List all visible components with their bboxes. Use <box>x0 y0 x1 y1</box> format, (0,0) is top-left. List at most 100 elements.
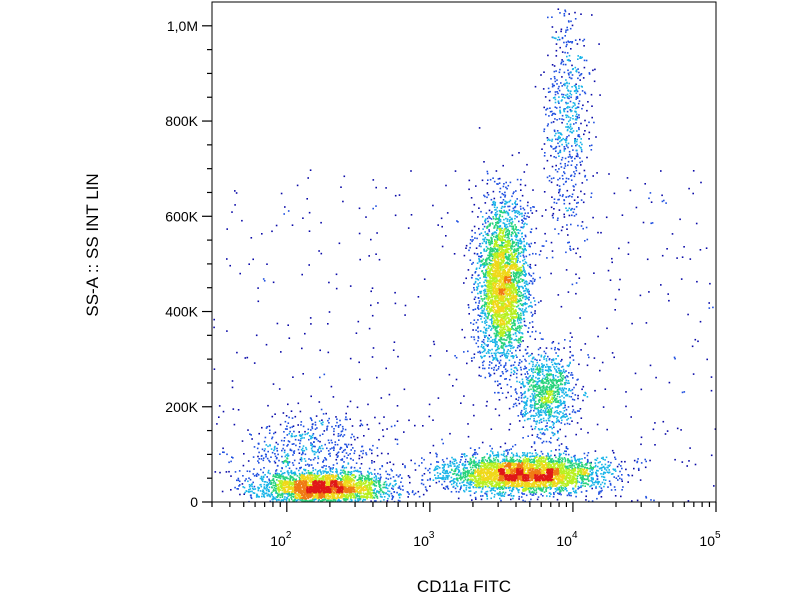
event-dot <box>581 107 583 110</box>
event-dot <box>331 471 334 473</box>
event-dot <box>455 356 458 359</box>
event-dot <box>389 483 391 486</box>
event-dot <box>568 82 570 85</box>
event-dot <box>280 351 282 353</box>
event-dot <box>569 461 571 463</box>
event-dot <box>553 432 556 435</box>
event-dot <box>485 327 488 330</box>
event-dot <box>374 416 376 419</box>
event-dot <box>568 413 571 415</box>
event-dot <box>484 349 486 352</box>
event-dot <box>263 440 266 443</box>
event-dot <box>477 351 479 354</box>
event-dot <box>551 85 554 88</box>
event-dot <box>485 344 488 346</box>
event-dot <box>559 383 562 386</box>
event-dot <box>515 233 517 236</box>
event-dot <box>270 492 273 495</box>
event-dot <box>536 390 538 393</box>
event-dot <box>286 428 288 430</box>
event-dot <box>530 301 532 304</box>
event-dot <box>443 469 445 471</box>
event-dot <box>502 222 505 224</box>
event-dot <box>486 459 489 462</box>
event-dot <box>484 290 486 292</box>
event-dot <box>528 216 530 218</box>
event-dot <box>519 349 521 352</box>
event-dot <box>546 376 549 378</box>
event-dot <box>568 364 570 366</box>
event-dot <box>469 481 471 483</box>
event-dot <box>485 303 487 306</box>
event-dot <box>493 341 496 344</box>
event-dot <box>585 226 588 229</box>
event-dot <box>570 462 573 464</box>
event-dot <box>518 290 520 293</box>
event-dot <box>496 493 499 495</box>
event-dot <box>512 240 514 243</box>
event-dot <box>513 209 515 212</box>
event-dot <box>509 225 511 227</box>
event-dot <box>526 291 529 293</box>
event-dot <box>515 335 518 337</box>
event-dot <box>478 467 480 470</box>
event-dot <box>511 278 514 281</box>
event-dot <box>567 241 569 244</box>
event-dot <box>526 223 528 226</box>
event-dot <box>544 377 547 379</box>
event-dot <box>434 466 437 469</box>
event-dot <box>287 464 289 466</box>
event-dot <box>559 402 561 404</box>
event-dot <box>569 125 572 128</box>
event-dot <box>525 287 527 290</box>
event-dot <box>578 128 580 131</box>
event-dot <box>519 255 522 257</box>
event-dot <box>586 458 589 461</box>
event-dot <box>330 470 332 473</box>
event-dot <box>565 381 567 384</box>
event-dot <box>696 280 698 283</box>
event-dot <box>543 191 546 193</box>
event-dot <box>588 467 590 470</box>
event-dot <box>572 377 574 379</box>
event-dot <box>509 350 511 352</box>
event-dot <box>371 314 374 317</box>
event-dot <box>308 438 310 441</box>
event-dot <box>552 84 554 87</box>
event-dot <box>551 165 554 168</box>
event-dot <box>505 202 508 204</box>
event-dot <box>479 255 481 258</box>
event-dot <box>654 444 656 446</box>
event-dot <box>555 369 557 371</box>
event-dot <box>637 467 640 470</box>
event-dot <box>474 296 477 298</box>
event-dot <box>491 211 493 213</box>
event-dot <box>601 361 604 364</box>
event-dot <box>570 494 572 497</box>
event-dot <box>444 463 447 466</box>
event-dot <box>338 499 340 501</box>
event-dot <box>456 473 458 476</box>
event-dot <box>328 442 331 444</box>
event-dot <box>484 305 486 308</box>
event-dot <box>400 493 402 496</box>
event-dot <box>292 464 295 466</box>
event-dot <box>484 322 486 324</box>
event-dot <box>565 126 567 128</box>
event-dot <box>469 494 472 497</box>
event-dot <box>389 482 392 485</box>
event-dot <box>508 230 511 232</box>
event-dot <box>477 327 479 329</box>
event-dot <box>253 468 255 470</box>
event-dot <box>459 488 461 491</box>
event-dot <box>537 403 539 405</box>
event-dot <box>260 485 263 488</box>
event-dot <box>485 309 488 311</box>
event-dot <box>571 388 574 391</box>
event-dot <box>536 433 539 436</box>
event-dot <box>520 251 523 253</box>
event-dot <box>304 430 306 433</box>
event-dot <box>544 96 547 98</box>
event-dot <box>618 463 620 466</box>
event-dot <box>367 403 369 406</box>
